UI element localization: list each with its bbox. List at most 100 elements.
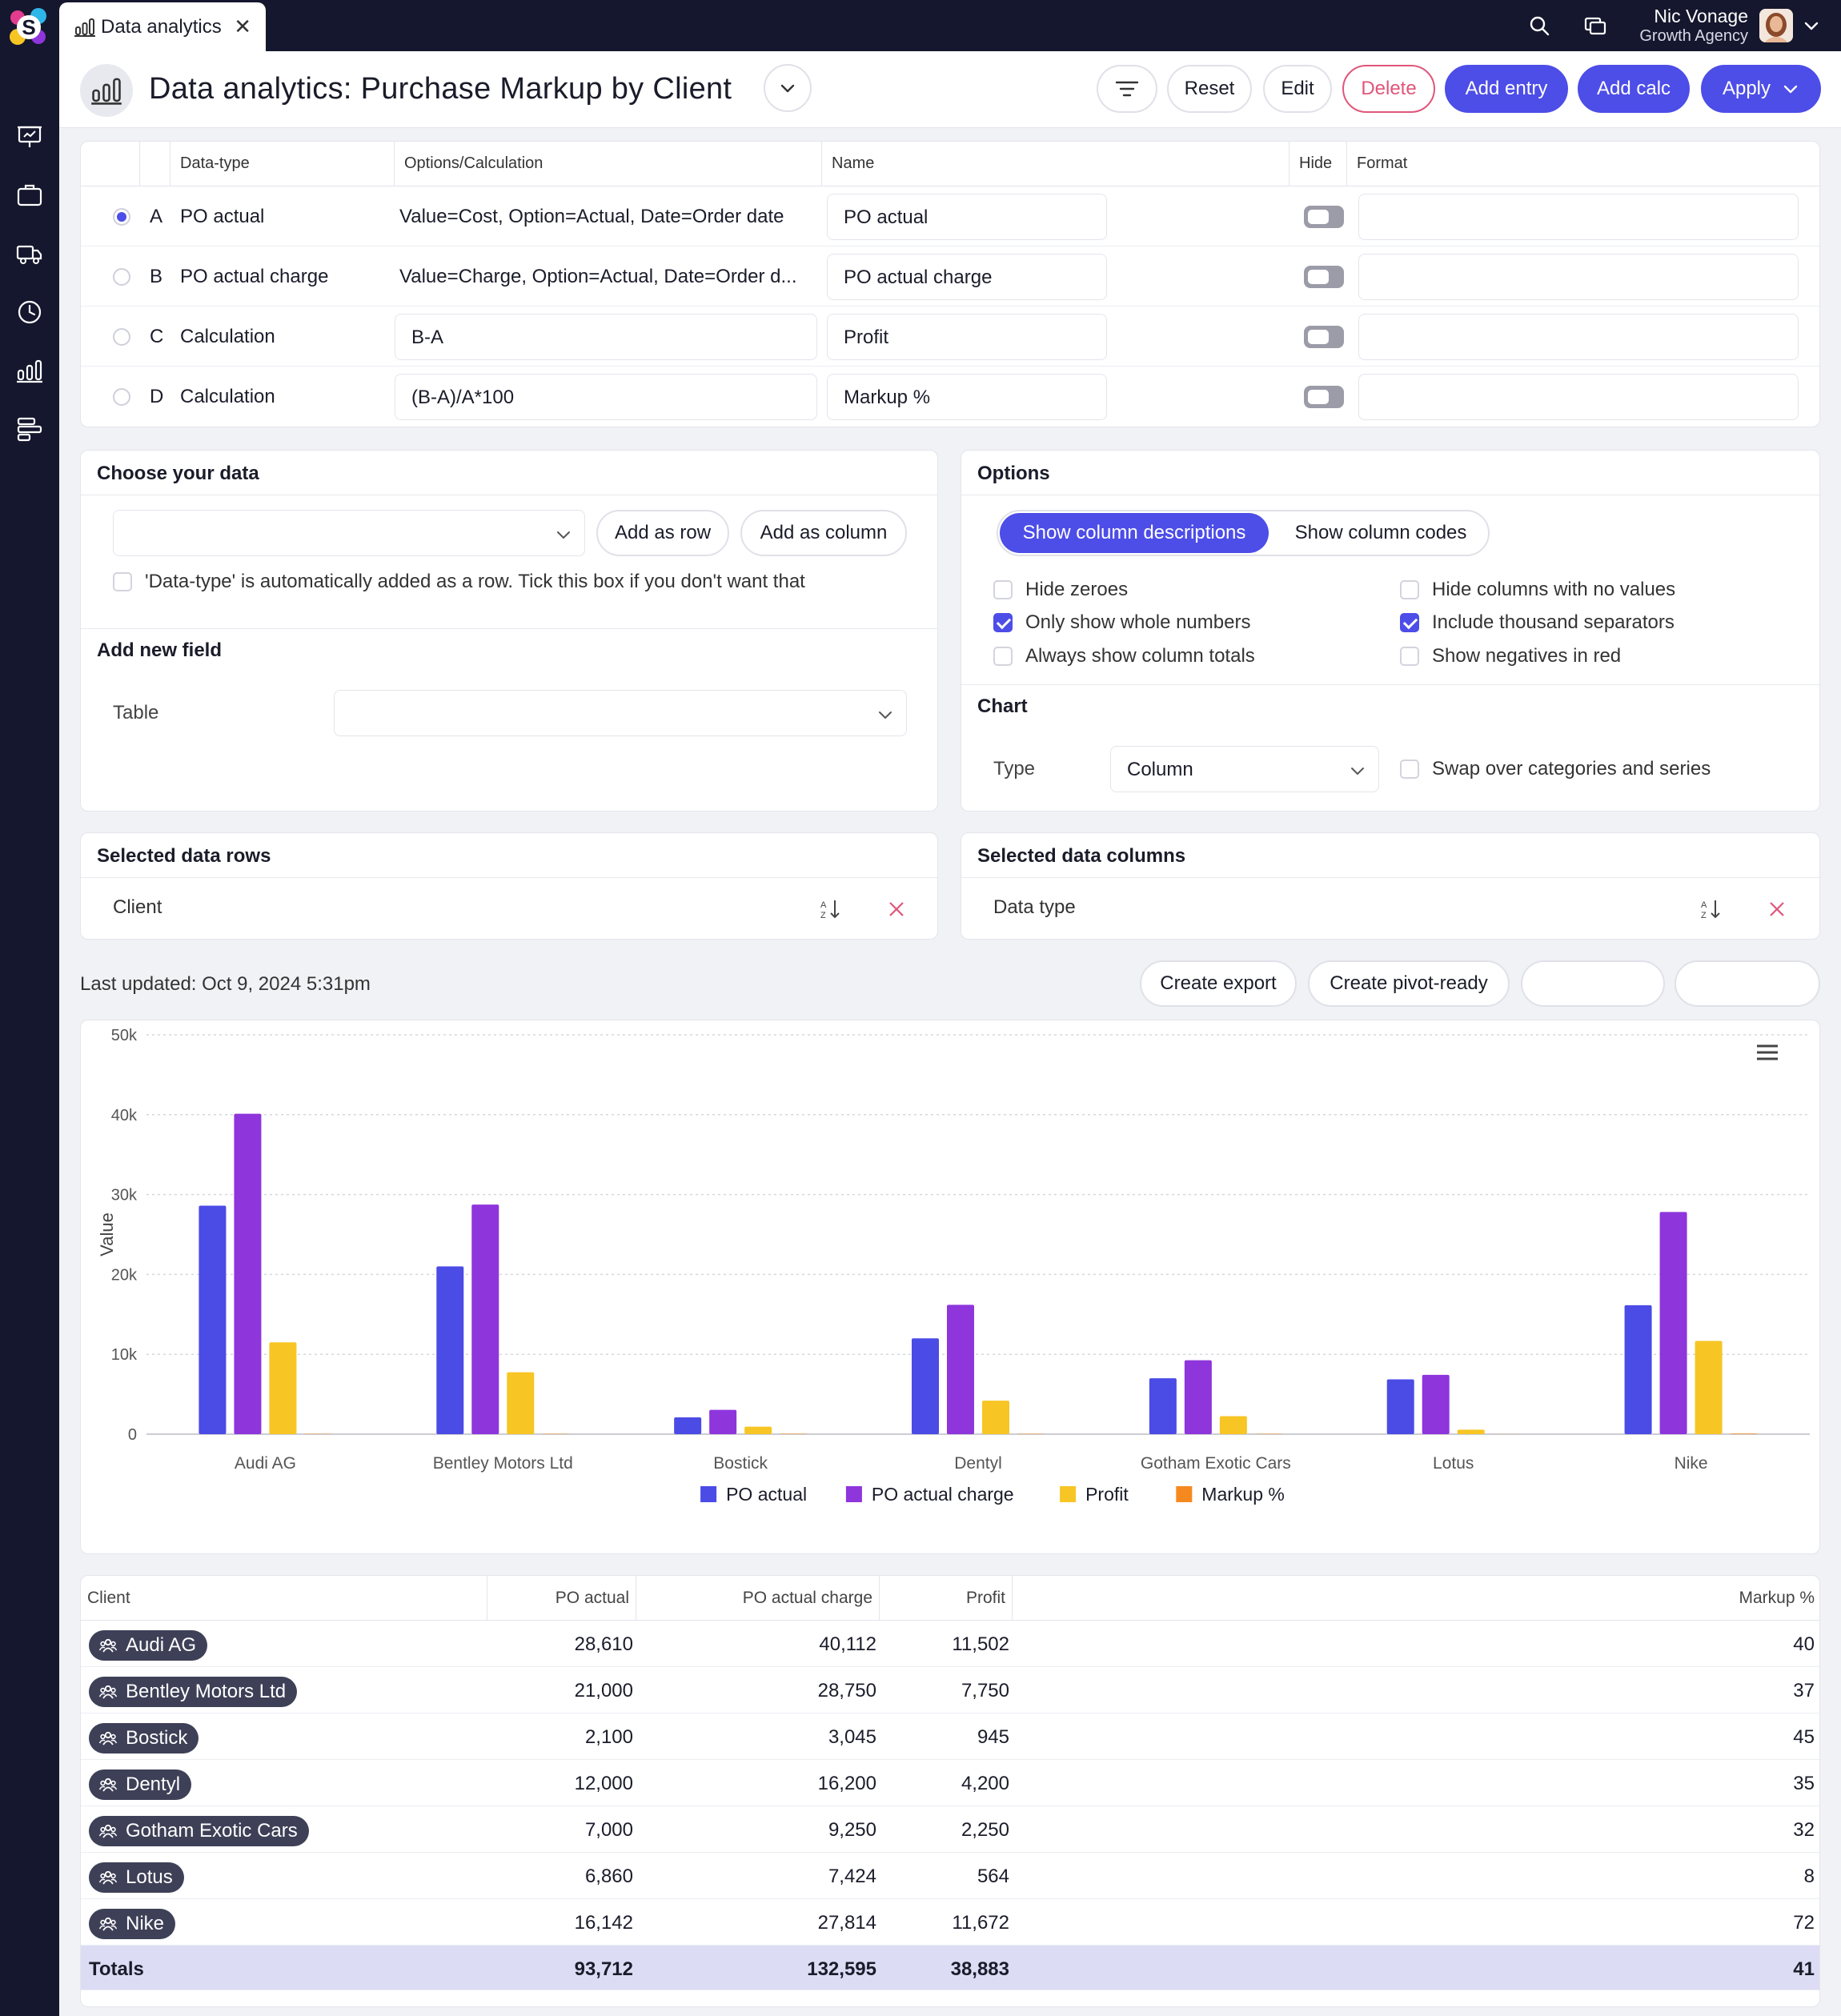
edit-button[interactable]: Edit [1263, 65, 1332, 113]
column-header[interactable]: PO actual charge [636, 1576, 880, 1621]
row-select-radio[interactable] [113, 388, 130, 406]
po-actual-cell: 21,000 [574, 1680, 633, 1701]
show-column-codes-option[interactable]: Show column codes [1294, 522, 1467, 543]
hide-toggle[interactable] [1304, 386, 1344, 408]
client-tag[interactable]: Audi AG [89, 1630, 208, 1661]
name-input[interactable]: Profit [827, 314, 1107, 360]
column-header[interactable]: PO actual [487, 1576, 636, 1621]
letter-column-header [140, 142, 170, 186]
create-table-button[interactable]: Create table [1521, 960, 1665, 1007]
data-source-select[interactable] [113, 510, 585, 556]
briefcase-icon[interactable] [16, 182, 43, 209]
bar-po-actual [1624, 1305, 1652, 1434]
options-title: Options [961, 451, 1819, 495]
menu-icon[interactable] [1755, 1043, 1779, 1064]
y-tick-label: 30k [111, 1187, 138, 1204]
client-tag[interactable]: Bostick [89, 1723, 199, 1753]
show-column-descriptions-option[interactable]: Show column descriptions [1000, 513, 1269, 553]
filter-button[interactable] [1097, 65, 1157, 113]
column-chart: 0 10k 20k 30k 40k 50k Value Audi AG Bentley Moto… [97, 1027, 1810, 1505]
markup-cell: 8 [1803, 1866, 1815, 1887]
whole-numbers-checkbox[interactable] [993, 613, 1013, 632]
markup-cell: 32 [1793, 1819, 1815, 1841]
tab-data-analytics[interactable]: Data analytics ✕ [59, 2, 266, 51]
hide-toggle[interactable] [1304, 266, 1344, 288]
legend-label: PO actual charge [872, 1484, 1014, 1505]
sort-icon[interactable]: A Z [1699, 897, 1723, 921]
y-tick-label: 20k [111, 1266, 138, 1284]
sort-icon[interactable]: A Z [819, 897, 843, 921]
format-input[interactable] [1358, 314, 1799, 360]
presentation-icon[interactable] [16, 123, 43, 150]
bar-po-actual-charge [234, 1113, 262, 1434]
client-icon [98, 1778, 118, 1792]
format-input[interactable] [1358, 194, 1799, 240]
bar-po-actual-charge [1422, 1374, 1450, 1434]
auto-row-checkbox[interactable] [113, 572, 132, 591]
close-icon[interactable]: ✕ [234, 14, 251, 38]
column-header[interactable]: Markup % [1013, 1576, 1819, 1621]
divider [961, 684, 1819, 685]
client-tag[interactable]: Bentley Motors Ltd [89, 1677, 298, 1707]
windows-icon[interactable] [1583, 14, 1607, 38]
calculation-input[interactable]: (B-A)/A*100 [395, 374, 817, 420]
row-select-radio[interactable] [113, 328, 130, 346]
add-calc-button[interactable]: Add calc [1578, 65, 1690, 113]
y-tick-label: 40k [111, 1107, 138, 1124]
profit-cell: 11,672 [952, 1912, 1009, 1934]
add-as-column-button[interactable]: Add as column [740, 510, 907, 556]
chevron-down-icon[interactable] [1803, 17, 1820, 34]
hide-toggle[interactable] [1304, 326, 1344, 348]
search-icon[interactable] [1527, 14, 1551, 38]
reset-button[interactable]: Reset [1167, 65, 1252, 113]
clock-icon[interactable] [16, 299, 43, 326]
apply-button[interactable]: Apply [1701, 65, 1821, 113]
chart-type-select[interactable]: Column [1110, 746, 1379, 792]
create-export-button[interactable]: Create export [1140, 960, 1297, 1007]
remove-icon[interactable] [888, 900, 905, 918]
client-tag[interactable]: Gotham Exotic Cars [89, 1816, 309, 1846]
row-select-radio[interactable] [113, 268, 130, 286]
client-tag[interactable]: Dentyl [89, 1770, 192, 1800]
title-dropdown-button[interactable] [764, 64, 812, 112]
user-info[interactable]: Nic Vonage Growth Agency [1639, 6, 1748, 45]
hide-toggle[interactable] [1304, 206, 1344, 228]
negatives-red-checkbox[interactable] [1400, 647, 1419, 666]
always-totals-checkbox[interactable] [993, 647, 1013, 666]
app-logo[interactable]: S [6, 5, 51, 50]
datatype-text: Calculation [180, 386, 275, 407]
row-select-radio[interactable] [113, 208, 130, 226]
column-header[interactable]: Client [81, 1576, 487, 1621]
client-tag[interactable]: Lotus [89, 1862, 184, 1893]
thousand-separators-checkbox[interactable] [1400, 613, 1419, 632]
datatype-row[interactable]: D Calculation (B-A)/A*100 Markup % [81, 367, 1819, 427]
add-entry-button[interactable]: Add entry [1445, 65, 1568, 113]
client-icon [98, 1824, 118, 1838]
client-tag[interactable]: Nike [89, 1909, 176, 1939]
create-pivot-ready-button[interactable]: Create pivot-ready [1308, 960, 1510, 1007]
datatype-row[interactable]: B PO actual charge Value=Charge, Option=… [81, 246, 1819, 307]
name-input[interactable]: PO actual charge [827, 254, 1107, 300]
table-select[interactable] [334, 690, 907, 736]
format-input[interactable] [1358, 374, 1799, 420]
datatype-row[interactable]: A PO actual Value=Cost, Option=Actual, D… [81, 186, 1819, 246]
create-chart-button[interactable]: Create chart [1675, 960, 1820, 1007]
datatype-row[interactable]: C Calculation B-A Profit [81, 307, 1819, 367]
hide-empty-columns-checkbox[interactable] [1400, 580, 1419, 599]
table-row: Lotus 6,860 7,424 564 8 [81, 1853, 1819, 1899]
format-input[interactable] [1358, 254, 1799, 300]
swap-series-checkbox[interactable] [1400, 760, 1419, 779]
truck-icon[interactable] [16, 240, 43, 267]
analytics-icon[interactable] [16, 357, 43, 384]
calculation-input[interactable]: B-A [395, 314, 817, 360]
add-as-row-button[interactable]: Add as row [596, 510, 729, 556]
remove-icon[interactable] [1768, 900, 1786, 918]
reports-icon[interactable] [16, 415, 43, 443]
column-header[interactable]: Profit [880, 1576, 1013, 1621]
delete-button[interactable]: Delete [1342, 65, 1435, 113]
top-right-controls: Nic Vonage Growth Agency [1527, 0, 1841, 51]
name-input[interactable]: Markup % [827, 374, 1107, 420]
hide-zeroes-checkbox[interactable] [993, 580, 1013, 599]
name-input[interactable]: PO actual [827, 194, 1107, 240]
avatar[interactable] [1759, 9, 1793, 42]
